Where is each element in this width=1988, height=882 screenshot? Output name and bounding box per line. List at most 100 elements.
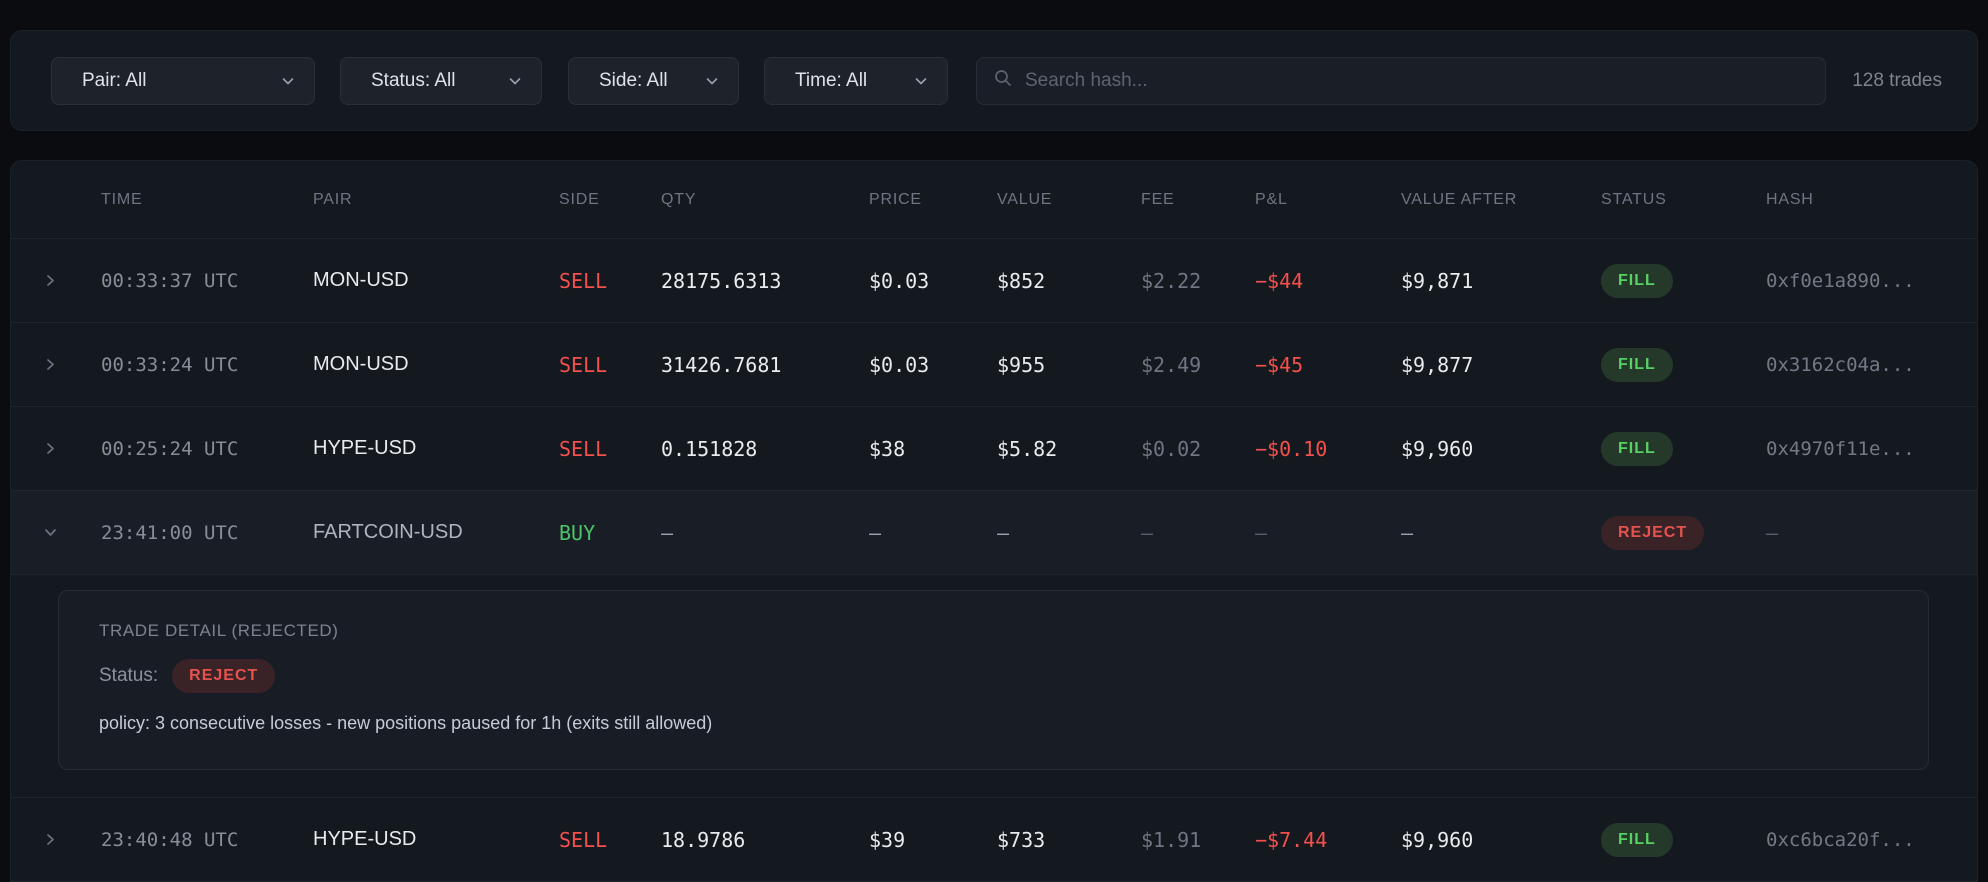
trade-value-after: $9,877 (1401, 352, 1474, 377)
column-header-time: TIME (101, 190, 143, 208)
status-badge: REJECT (1601, 515, 1705, 550)
trade-detail-title: TRADE DETAIL (REJECTED) (99, 621, 339, 640)
time-filter-label: Time: All (795, 69, 868, 91)
trade-side: BUY (559, 520, 596, 545)
trade-hash: – (1766, 520, 1779, 545)
trade-value: $733 (997, 827, 1046, 852)
side-filter-dropdown[interactable]: Side: All (568, 56, 739, 105)
trade-side: SELL (559, 436, 608, 461)
trade-value-after: $9,871 (1401, 268, 1474, 293)
trade-value-after: $9,960 (1401, 436, 1474, 461)
trades-page: Pair: All Status: All Side: All Time: Al… (0, 30, 1988, 882)
status-filter-dropdown[interactable]: Status: All (340, 56, 542, 105)
detail-policy-message: policy: 3 consecutive losses - new posit… (99, 713, 713, 733)
trade-time: 00:33:37 UTC (101, 269, 239, 292)
status-badge: FILL (1601, 347, 1673, 382)
trade-fee: $1.91 (1141, 827, 1202, 852)
trade-value: $955 (997, 352, 1046, 377)
trade-detail-panel: TRADE DETAIL (REJECTED) Status: REJECT p… (58, 590, 1929, 770)
trade-detail-section: TRADE DETAIL (REJECTED) Status: REJECT p… (11, 575, 1977, 798)
expand-chevron-icon[interactable] (11, 357, 101, 372)
trades-count: 128 trades (1852, 69, 1942, 91)
expand-chevron-icon[interactable] (11, 273, 101, 288)
trade-pnl: – (1255, 520, 1268, 545)
trade-hash: 0xc6bca20f... (1766, 828, 1915, 851)
trade-fee: $0.02 (1141, 436, 1202, 461)
status-badge: FILL (1601, 263, 1673, 298)
collapse-chevron-icon[interactable] (11, 525, 101, 540)
search-icon (993, 68, 1025, 93)
column-header-qty: QTY (661, 190, 697, 208)
column-header-pair: PAIR (313, 190, 353, 208)
trade-price: $0.03 (869, 268, 930, 293)
table-row[interactable]: 00:25:24 UTC HYPE-USD SELL 0.151828 $38 … (11, 407, 1977, 491)
trade-side: SELL (559, 268, 608, 293)
trade-value: $5.82 (997, 436, 1058, 461)
trade-price: – (869, 520, 882, 545)
trade-value: $852 (997, 268, 1046, 293)
column-header-price: PRICE (869, 190, 922, 208)
trade-pair: FARTCOIN-USD (313, 521, 463, 543)
trade-hash: 0x3162c04a... (1766, 353, 1915, 376)
trade-fee: $2.22 (1141, 268, 1202, 293)
trade-hash: 0x4970f11e... (1766, 437, 1915, 460)
trade-pair: HYPE-USD (313, 828, 417, 850)
time-filter-dropdown[interactable]: Time: All (764, 56, 948, 105)
detail-status-label: Status: (99, 665, 159, 686)
table-row[interactable]: 00:33:24 UTC MON-USD SELL 31426.7681 $0.… (11, 323, 1977, 407)
trade-qty: 31426.7681 (661, 352, 782, 377)
column-header-value: VALUE (997, 190, 1053, 208)
trades-table: TIME PAIR SIDE QTY PRICE VALUE FEE P&L V… (10, 160, 1978, 882)
trade-fee: $2.49 (1141, 352, 1202, 377)
column-header-fee: FEE (1141, 190, 1175, 208)
trade-pnl: −$45 (1255, 352, 1304, 377)
search-input[interactable] (1025, 69, 1810, 92)
column-header-value-after: VALUE AFTER (1401, 190, 1518, 208)
chevron-down-icon (507, 73, 523, 89)
column-header-hash: HASH (1766, 190, 1814, 208)
table-header-row: TIME PAIR SIDE QTY PRICE VALUE FEE P&L V… (11, 161, 1977, 239)
chevron-down-icon (704, 73, 720, 89)
trade-side: SELL (559, 352, 608, 377)
column-header-status: STATUS (1601, 190, 1667, 208)
filter-toolbar: Pair: All Status: All Side: All Time: Al… (10, 30, 1978, 131)
trade-pair: MON-USD (313, 353, 409, 375)
trade-side: SELL (559, 827, 608, 852)
trade-qty: – (661, 520, 674, 545)
trade-pair: HYPE-USD (313, 437, 417, 459)
pair-filter-label: Pair: All (82, 69, 147, 91)
detail-status-badge: REJECT (172, 659, 276, 693)
status-filter-label: Status: All (371, 69, 456, 91)
pair-filter-dropdown[interactable]: Pair: All (51, 56, 315, 105)
trade-hash: 0xf0e1a890... (1766, 269, 1915, 292)
trade-time: 00:33:24 UTC (101, 353, 239, 376)
column-header-pnl: P&L (1255, 190, 1288, 208)
table-row[interactable]: 00:33:37 UTC MON-USD SELL 28175.6313 $0.… (11, 239, 1977, 323)
trade-qty: 18.9786 (661, 827, 746, 852)
chevron-down-icon (280, 73, 296, 89)
expand-chevron-icon[interactable] (11, 441, 101, 456)
trade-qty: 0.151828 (661, 436, 758, 461)
trade-pnl: −$0.10 (1255, 436, 1328, 461)
column-header-side: SIDE (559, 190, 600, 208)
side-filter-label: Side: All (599, 69, 668, 91)
trade-value-after: – (1401, 520, 1414, 545)
trade-value-after: $9,960 (1401, 827, 1474, 852)
status-badge: FILL (1601, 822, 1673, 857)
search-box (976, 56, 1827, 105)
trade-pnl: −$7.44 (1255, 827, 1328, 852)
table-row-expanded[interactable]: 23:41:00 UTC FARTCOIN-USD BUY – – – – – … (11, 491, 1977, 575)
trade-value: – (997, 520, 1010, 545)
trade-time: 00:25:24 UTC (101, 437, 239, 460)
trade-fee: – (1141, 520, 1154, 545)
trade-pair: MON-USD (313, 269, 409, 291)
trade-time: 23:40:48 UTC (101, 828, 239, 851)
trade-pnl: −$44 (1255, 268, 1304, 293)
trade-price: $38 (869, 436, 906, 461)
trade-qty: 28175.6313 (661, 268, 782, 293)
status-badge: FILL (1601, 431, 1673, 466)
expand-chevron-icon[interactable] (11, 832, 101, 847)
table-row[interactable]: 23:40:48 UTC HYPE-USD SELL 18.9786 $39 $… (11, 798, 1977, 882)
chevron-down-icon (913, 73, 929, 89)
trade-price: $39 (869, 827, 906, 852)
